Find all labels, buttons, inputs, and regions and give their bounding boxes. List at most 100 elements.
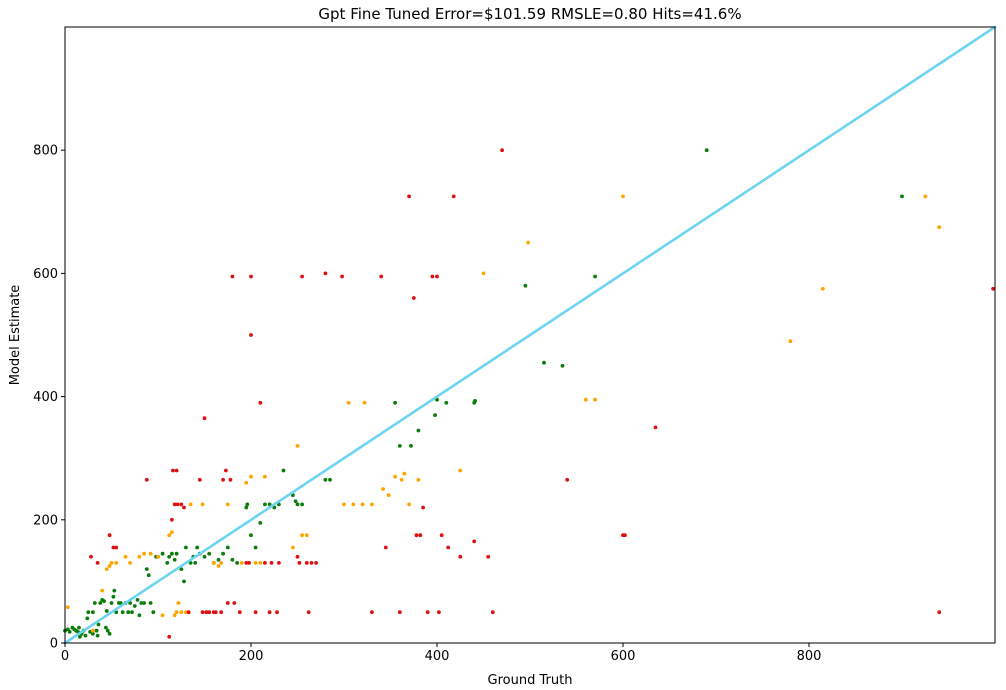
red-point-40 [277,561,281,565]
y-tick-label-3: 600 [33,267,58,282]
orange-point-24 [216,564,221,568]
green-point-54 [172,557,177,562]
orange-point-55 [621,194,625,199]
red-point-9 [172,502,177,507]
green-point-73 [245,502,250,507]
orange-point-57 [821,286,825,291]
green-point-45 [146,573,151,578]
red-point-48 [323,271,328,276]
orange-point-23 [211,561,216,565]
orange-point-18 [176,601,181,605]
green-point-53 [170,551,174,556]
orange-point-0 [65,605,70,610]
green-point-30 [112,588,117,593]
green-point-52 [167,554,172,559]
red-point-30 [244,561,249,565]
plot-frame [64,26,996,644]
red-point-76 [991,286,995,291]
green-point-99 [560,363,565,368]
orange-point-33 [291,545,295,550]
orange-point-46 [399,477,404,482]
red-point-23 [221,477,226,482]
orange-point-4 [107,564,112,568]
green-point-64 [202,554,207,559]
green-point-23 [102,599,106,603]
green-point-39 [132,604,137,608]
red-point-25 [225,601,230,605]
red-point-62 [437,610,441,615]
green-point-42 [139,601,144,605]
red-point-14 [186,610,191,615]
green-point-50 [160,551,165,556]
orange-point-12 [156,554,160,559]
green-point-41 [137,613,142,618]
green-point-70 [230,557,235,562]
orange-point-41 [362,400,367,405]
green-point-67 [216,557,221,562]
orange-point-40 [360,502,365,507]
orange-point-28 [244,480,249,485]
green-point-94 [444,400,449,405]
green-point-96 [473,399,477,403]
orange-point-7 [123,554,128,559]
red-point-43 [300,274,304,279]
orange-point-14 [167,533,172,538]
red-point-45 [306,610,311,615]
green-point-19 [95,633,100,638]
orange-point-58 [923,194,928,199]
green-point-77 [263,502,267,507]
orange-point-38 [346,400,351,405]
red-point-75 [937,610,942,615]
orange-point-39 [351,502,356,507]
orange-point-54 [593,397,597,402]
red-point-24 [224,468,228,473]
orange-point-26 [225,502,230,507]
green-point-89 [397,444,402,448]
orange-point-47 [402,471,407,476]
red-point-73 [623,533,627,538]
green-point-25 [104,609,109,613]
red-point-17 [202,416,207,421]
red-point-36 [263,561,267,565]
orange-point-32 [263,474,267,479]
green-point-97 [523,283,528,288]
green-point-102 [900,194,904,199]
red-point-56 [414,533,419,538]
red-point-19 [207,610,212,615]
red-point-31 [247,561,252,565]
red-point-41 [295,554,300,559]
x-tick-label-3: 600 [611,649,636,664]
green-point-68 [221,551,226,556]
red-point-21 [213,610,218,615]
green-point-90 [409,444,413,448]
red-point-4 [114,545,119,550]
chart-title: Gpt Fine Tuned Error=$101.59 RMSLE=0.80 … [318,5,741,23]
red-point-38 [269,561,274,565]
red-point-10 [174,468,179,473]
green-point-8 [78,634,82,639]
red-point-71 [565,477,570,482]
green-point-11 [83,633,88,638]
green-point-29 [111,594,116,599]
red-point-18 [204,610,209,615]
green-point-69 [225,545,230,550]
orange-point-20 [184,610,188,615]
red-point-44 [304,561,309,565]
red-point-64 [446,545,451,550]
green-point-58 [184,545,188,550]
orange-point-35 [300,533,304,538]
orange-point-52 [526,240,530,245]
red-point-6 [167,634,172,639]
green-point-72 [244,505,249,510]
red-point-15 [197,477,202,482]
orange-point-1 [91,628,95,633]
red-point-13 [182,505,186,510]
red-point-26 [228,477,233,482]
red-point-65 [451,194,456,199]
green-point-51 [165,561,170,565]
orange-point-6 [114,561,119,565]
red-point-54 [407,194,411,199]
y-tick-label-4: 800 [33,144,58,159]
red-point-57 [418,533,423,538]
